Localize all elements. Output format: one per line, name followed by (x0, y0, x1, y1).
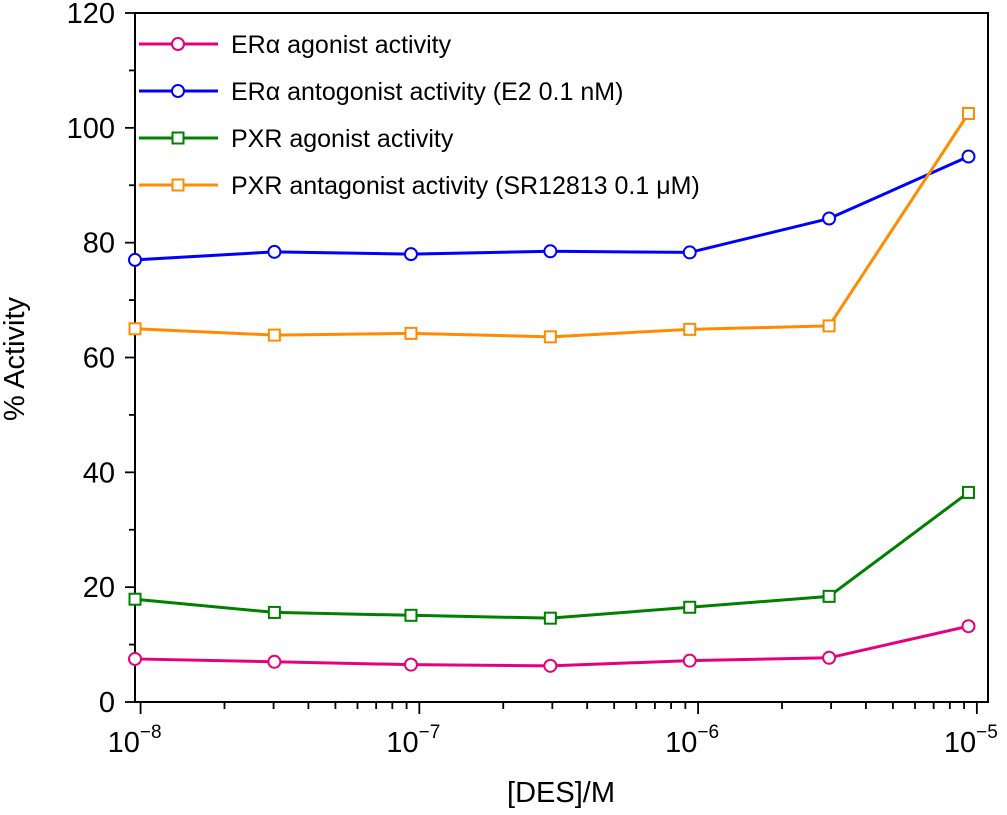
legend-entry-3: PXR agonist activity (139, 125, 454, 153)
series-1 (128, 619, 976, 673)
data-point (961, 149, 976, 164)
x-tick-label-exponent: −5 (976, 722, 998, 743)
legend-label: ERα agonist activity (231, 31, 452, 59)
x-tick-label-exponent: −7 (419, 722, 441, 743)
data-point (267, 605, 281, 619)
legend-marker (171, 178, 185, 192)
x-tick-label: 10−8 (108, 722, 162, 759)
x-tick-label-base: 10 (108, 727, 140, 759)
data-point (404, 608, 418, 622)
data-point (543, 244, 558, 259)
data-point (822, 211, 837, 226)
data-point (128, 322, 142, 336)
series-3 (128, 485, 975, 625)
x-tick-label-exponent: −6 (697, 722, 719, 743)
x-tick-label: 10−6 (665, 722, 719, 759)
x-tick-label-base: 10 (665, 727, 697, 759)
x-tick-label-exponent: −8 (140, 722, 162, 743)
data-point (543, 330, 557, 344)
data-point (543, 611, 557, 625)
legend-entry-1: ERα agonist activity (139, 31, 452, 59)
data-point (961, 485, 975, 499)
legend-label: ERα antogonist activity (E2 0.1 nM) (231, 78, 623, 106)
data-point (961, 106, 975, 120)
data-point (267, 244, 282, 259)
y-tick-label: 0 (99, 687, 115, 719)
plot-frame (134, 12, 989, 703)
y-tick-label: 120 (67, 0, 115, 30)
data-point (128, 592, 142, 606)
data-point (404, 326, 418, 340)
data-point (267, 654, 282, 669)
data-point (822, 589, 836, 603)
data-point (961, 619, 976, 634)
legend-marker (171, 84, 185, 98)
data-point (682, 245, 697, 260)
series-4 (128, 106, 975, 344)
legend-entry-2: ERα antogonist activity (E2 0.1 nM) (139, 78, 623, 106)
x-tick-label-base: 10 (944, 727, 976, 759)
data-point (403, 657, 418, 672)
legend-label: PXR antagonist activity (SR12813 0.1 μM) (231, 172, 700, 200)
legend-entry-4: PXR antagonist activity (SR12813 0.1 μM) (139, 172, 700, 200)
legend-marker (171, 131, 185, 145)
x-tick-label-base: 10 (386, 727, 418, 759)
data-point (683, 600, 697, 614)
series-2 (128, 149, 976, 267)
x-tick-label: 10−5 (944, 722, 998, 759)
series-line (134, 491, 970, 620)
y-tick-label: 100 (67, 113, 115, 145)
data-point (683, 322, 697, 336)
data-point (543, 658, 558, 673)
data-point (267, 328, 281, 342)
data-point (403, 247, 418, 262)
y-tick-label: 40 (83, 457, 115, 489)
legend-marker (171, 37, 185, 51)
y-axis-title: % Activity (0, 296, 31, 421)
x-tick-label: 10−7 (386, 722, 440, 759)
data-point (822, 319, 836, 333)
legend: ERα agonist activity ERα antogonist activ… (139, 31, 700, 200)
data-point (682, 653, 697, 668)
y-tick-label: 60 (83, 343, 115, 375)
data-point (128, 252, 142, 267)
legend-label: PXR agonist activity (231, 125, 454, 153)
x-axis-title: [DES]/M (507, 777, 615, 809)
data-point (128, 651, 142, 666)
y-tick-label: 20 (83, 572, 115, 604)
data-point (822, 650, 837, 665)
y-tick-label: 80 (83, 228, 115, 260)
series-layer (128, 106, 976, 673)
